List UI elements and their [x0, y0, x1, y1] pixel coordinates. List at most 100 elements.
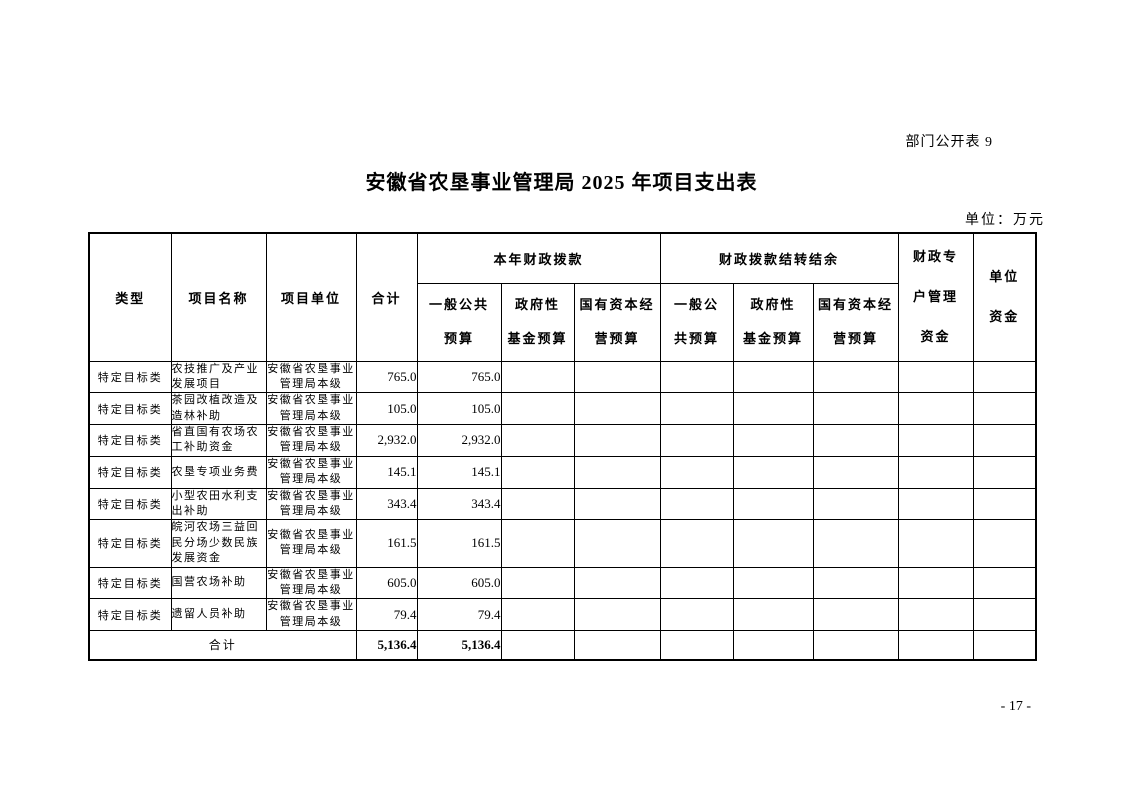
cell-total: 343.4 — [355, 487, 418, 521]
cell-general-budget: 2,932.0 — [416, 424, 502, 457]
empty-cell — [812, 392, 899, 426]
cell-type: 特定目标类 — [88, 424, 172, 457]
header-unit-funds: 单位 资金 — [972, 232, 1037, 362]
empty-cell — [897, 360, 974, 394]
total-row-general-budget: 5,136.4 — [416, 630, 502, 661]
empty-cell — [573, 630, 661, 661]
total-row: 合计 5,136.4 5,136.4 — [88, 630, 1037, 661]
empty-cell — [972, 455, 1037, 489]
empty-cell — [500, 424, 575, 457]
header-project-name: 项目名称 — [170, 232, 267, 362]
empty-cell — [732, 392, 814, 426]
cell-project-unit: 安徽省农垦事业管理局本级 — [265, 424, 357, 457]
empty-cell — [659, 424, 734, 457]
table-row: 特定目标类 茶园改植改造及造林补助 安徽省农垦事业管理局本级 105.0 105… — [88, 392, 1037, 426]
header-row-groups: 类型 项目名称 项目单位 合计 本年财政拨款 财政拨款结转结余 财政专 户管理 … — [88, 232, 1037, 362]
empty-cell — [897, 566, 974, 600]
cell-project-unit: 安徽省农垦事业管理局本级 — [265, 519, 357, 568]
cell-type: 特定目标类 — [88, 487, 172, 521]
table-row: 特定目标类 皖河农场三益回民分场少数民族发展资金 安徽省农垦事业管理局本级 16… — [88, 519, 1037, 568]
empty-cell — [732, 424, 814, 457]
header-cy-state-capital-budget: 国有资本经 营预算 — [573, 282, 661, 362]
cell-type: 特定目标类 — [88, 566, 172, 600]
empty-cell — [659, 392, 734, 426]
corner-table-label: 部门公开表 9 — [905, 135, 993, 150]
cell-total: 765.0 — [355, 360, 418, 394]
empty-cell — [659, 566, 734, 600]
empty-cell — [659, 630, 734, 661]
cell-total: 2,932.0 — [355, 424, 418, 457]
cell-type: 特定目标类 — [88, 455, 172, 489]
header-current-year-appropriation-group: 本年财政拨款 — [416, 232, 661, 284]
empty-cell — [812, 598, 899, 632]
empty-cell — [500, 392, 575, 426]
cell-general-budget: 79.4 — [416, 598, 502, 632]
cell-type: 特定目标类 — [88, 392, 172, 426]
cell-project-unit: 安徽省农垦事业管理局本级 — [265, 566, 357, 600]
empty-cell — [573, 360, 661, 394]
empty-cell — [573, 455, 661, 489]
empty-cell — [732, 519, 814, 568]
cell-project-name: 农技推广及产业发展项目 — [170, 360, 267, 394]
empty-cell — [812, 630, 899, 661]
empty-cell — [812, 566, 899, 600]
empty-cell — [573, 424, 661, 457]
empty-cell — [500, 360, 575, 394]
empty-cell — [897, 487, 974, 521]
cell-project-name: 茶园改植改造及造林补助 — [170, 392, 267, 426]
empty-cell — [972, 598, 1037, 632]
cell-project-name: 国营农场补助 — [170, 566, 267, 600]
empty-cell — [972, 392, 1037, 426]
empty-cell — [812, 424, 899, 457]
empty-cell — [897, 455, 974, 489]
header-carryover-balance-group: 财政拨款结转结余 — [659, 232, 899, 284]
empty-cell — [573, 392, 661, 426]
empty-cell — [812, 360, 899, 394]
page-title: 安徽省农垦事业管理局 2025 年项目支出表 — [365, 172, 758, 194]
cell-project-unit: 安徽省农垦事业管理局本级 — [265, 455, 357, 489]
empty-cell — [500, 455, 575, 489]
header-total: 合计 — [355, 232, 418, 362]
cell-project-name: 小型农田水利支出补助 — [170, 487, 267, 521]
table-row: 特定目标类 小型农田水利支出补助 安徽省农垦事业管理局本级 343.4 343.… — [88, 487, 1037, 521]
empty-cell — [573, 598, 661, 632]
empty-cell — [732, 630, 814, 661]
cell-general-budget: 105.0 — [416, 392, 502, 426]
empty-cell — [500, 598, 575, 632]
empty-cell — [972, 487, 1037, 521]
empty-cell — [573, 519, 661, 568]
empty-cell — [659, 598, 734, 632]
table-row: 特定目标类 农技推广及产业发展项目 安徽省农垦事业管理局本级 765.0 765… — [88, 360, 1037, 394]
header-project-unit: 项目单位 — [265, 232, 357, 362]
cell-general-budget: 161.5 — [416, 519, 502, 568]
empty-cell — [972, 630, 1037, 661]
empty-cell — [897, 424, 974, 457]
table-row: 特定目标类 遗留人员补助 安徽省农垦事业管理局本级 79.4 79.4 — [88, 598, 1037, 632]
cell-project-unit: 安徽省农垦事业管理局本级 — [265, 487, 357, 521]
empty-cell — [972, 566, 1037, 600]
empty-cell — [812, 487, 899, 521]
empty-cell — [659, 519, 734, 568]
empty-cell — [972, 424, 1037, 457]
empty-cell — [732, 598, 814, 632]
empty-cell — [573, 487, 661, 521]
empty-cell — [972, 360, 1037, 394]
table-row: 特定目标类 国营农场补助 安徽省农垦事业管理局本级 605.0 605.0 — [88, 566, 1037, 600]
cell-total: 605.0 — [355, 566, 418, 600]
header-cy-gov-fund-budget: 政府性 基金预算 — [500, 282, 575, 362]
cell-total: 161.5 — [355, 519, 418, 568]
header-type: 类型 — [88, 232, 172, 362]
cell-project-name: 省直国有农场农工补助资金 — [170, 424, 267, 457]
table-row: 特定目标类 省直国有农场农工补助资金 安徽省农垦事业管理局本级 2,932.0 … — [88, 424, 1037, 457]
header-cy-general-budget: 一般公共 预算 — [416, 282, 502, 362]
empty-cell — [897, 598, 974, 632]
cell-total: 105.0 — [355, 392, 418, 426]
cell-project-name: 皖河农场三益回民分场少数民族发展资金 — [170, 519, 267, 568]
cell-project-unit: 安徽省农垦事业管理局本级 — [265, 360, 357, 394]
cell-general-budget: 145.1 — [416, 455, 502, 489]
empty-cell — [732, 487, 814, 521]
empty-cell — [500, 630, 575, 661]
header-co-general-budget: 一般公 共预算 — [659, 282, 734, 362]
cell-type: 特定目标类 — [88, 360, 172, 394]
unit-of-measure-label: 单位：万元 — [965, 213, 1045, 228]
